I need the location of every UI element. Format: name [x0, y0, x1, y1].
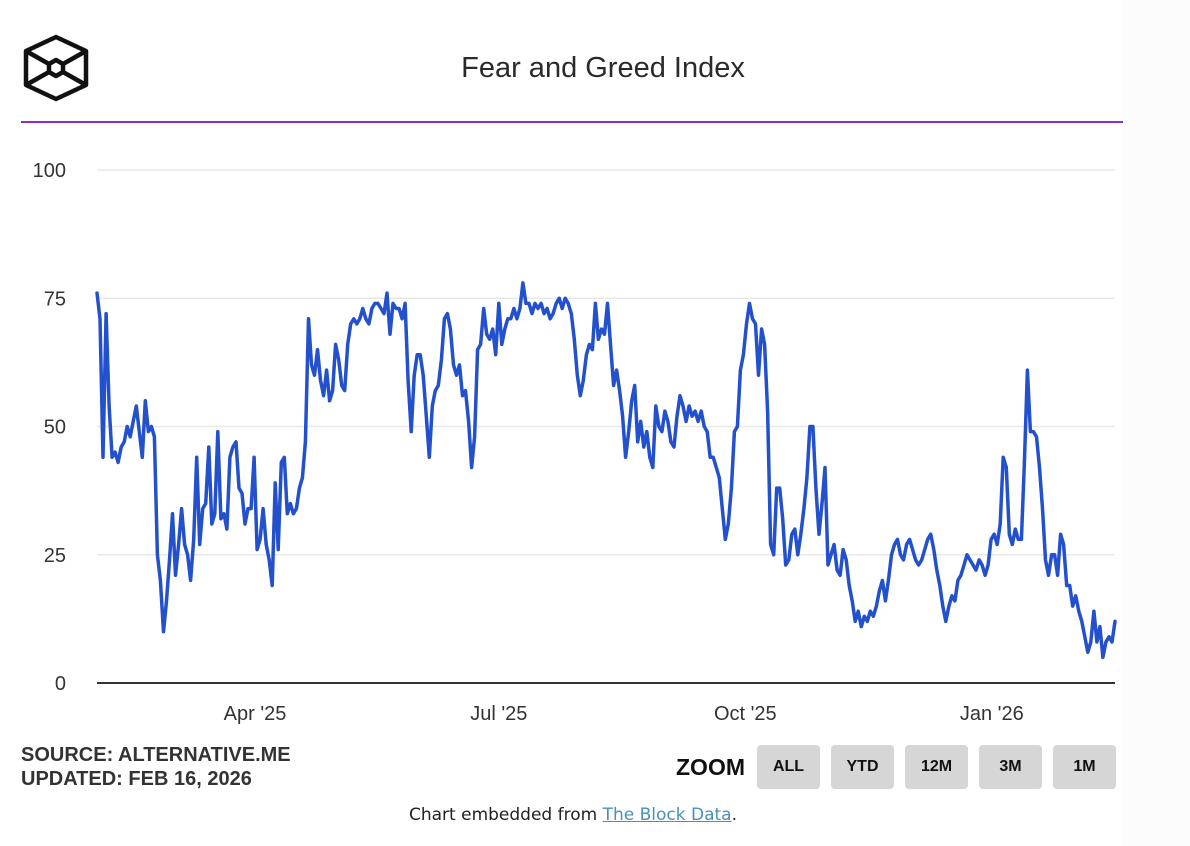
chart-title: Fear and Greed Index: [461, 52, 745, 84]
gridlines: [97, 169, 1115, 556]
the-block-logo-icon: [23, 34, 89, 102]
y-tick-label: 25: [44, 545, 66, 567]
x-axis-ticks: Apr '25 Jul '25 Oct '25 Jan '26: [224, 703, 1024, 725]
x-tick-label: Jan '26: [960, 703, 1024, 725]
y-tick-label: 75: [44, 288, 66, 310]
embed-prefix: Chart embedded from: [409, 805, 603, 825]
source-info: SOURCE: ALTERNATIVE.ME UPDATED: FEB 16, …: [21, 743, 291, 791]
y-tick-label: 100: [33, 160, 66, 182]
x-tick-label: Apr '25: [224, 703, 287, 725]
x-tick-label: Jul '25: [470, 703, 527, 725]
embed-attribution: Chart embedded from The Block Data.: [0, 805, 1146, 825]
the-block-data-link[interactable]: The Block Data: [602, 805, 732, 825]
series-line-fear-greed[interactable]: [95, 281, 1117, 660]
fear-greed-line-chart[interactable]: 0 25 50 75 100 Apr '25 Jul '25 Oct '25 Jan '26: [0, 140, 1190, 740]
zoom-all-button[interactable]: ALL: [757, 745, 820, 789]
y-tick-label: 0: [55, 673, 66, 695]
updated-label: UPDATED: FEB 16, 2026: [21, 768, 252, 790]
zoom-label: ZOOM: [676, 753, 745, 780]
zoom-1m-button[interactable]: 1M: [1053, 745, 1116, 789]
page-margin: [1122, 0, 1190, 846]
zoom-12m-button[interactable]: 12M: [905, 745, 968, 789]
source-label: SOURCE: ALTERNATIVE.ME: [21, 744, 291, 766]
zoom-3m-button[interactable]: 3M: [979, 745, 1042, 789]
embed-suffix: .: [731, 805, 737, 825]
zoom-controls: ZOOM ALL YTD 12M 3M 1M: [676, 745, 1127, 789]
header-divider: [21, 121, 1123, 123]
y-axis-ticks: 0 25 50 75 100: [33, 160, 66, 695]
zoom-ytd-button[interactable]: YTD: [831, 745, 894, 789]
x-tick-label: Oct '25: [714, 703, 777, 725]
y-tick-label: 50: [44, 417, 66, 439]
